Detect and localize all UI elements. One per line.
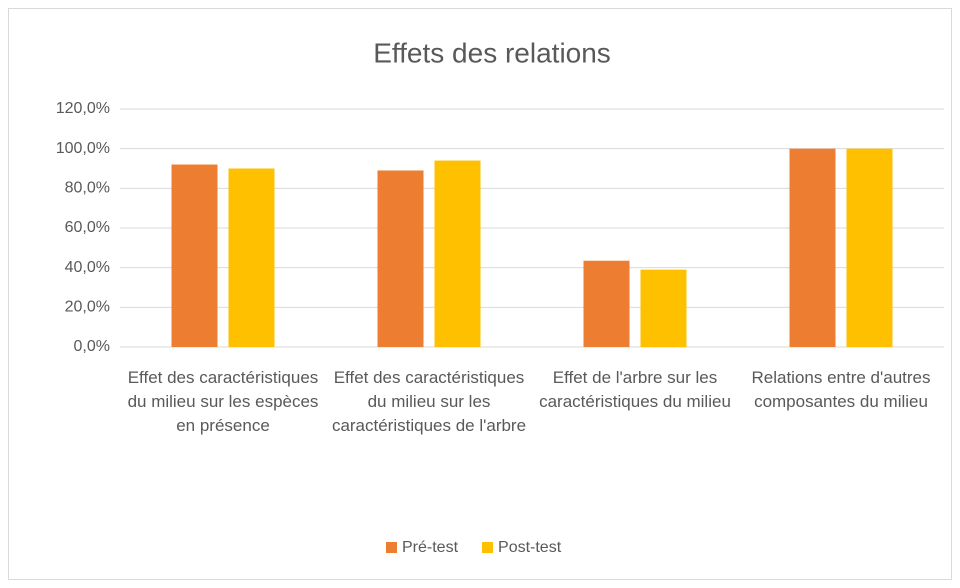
y-tick-label: 60,0% <box>65 219 110 236</box>
bar <box>640 269 687 347</box>
y-tick-label: 0,0% <box>74 338 110 355</box>
y-tick-label: 80,0% <box>65 180 110 197</box>
bar <box>377 170 424 347</box>
legend-label: Post-test <box>498 539 562 556</box>
bar <box>789 148 836 347</box>
y-tick-label: 20,0% <box>65 299 110 316</box>
bar <box>434 160 481 347</box>
bar <box>846 148 893 347</box>
x-tick-label: Effet des caractéristiques du milieu sur… <box>127 368 319 435</box>
legend-swatch <box>386 542 397 553</box>
x-tick-label: Relations entre d'autres composantes du … <box>751 368 931 411</box>
bar <box>583 260 630 347</box>
y-tick-label: 100,0% <box>56 140 110 157</box>
x-tick-label: Effet de l'arbre sur les caractéristique… <box>539 368 731 411</box>
legend-swatch <box>482 542 494 553</box>
bar <box>228 168 275 347</box>
x-tick-label: Effet des caractéristiques du milieu sur… <box>331 368 527 435</box>
y-tick-label: 40,0% <box>65 259 110 276</box>
chart-title: Effets des relations <box>373 37 611 68</box>
y-tick-label: 120,0% <box>56 100 110 117</box>
bar <box>171 164 218 347</box>
legend-label: Pré-test <box>402 539 459 556</box>
